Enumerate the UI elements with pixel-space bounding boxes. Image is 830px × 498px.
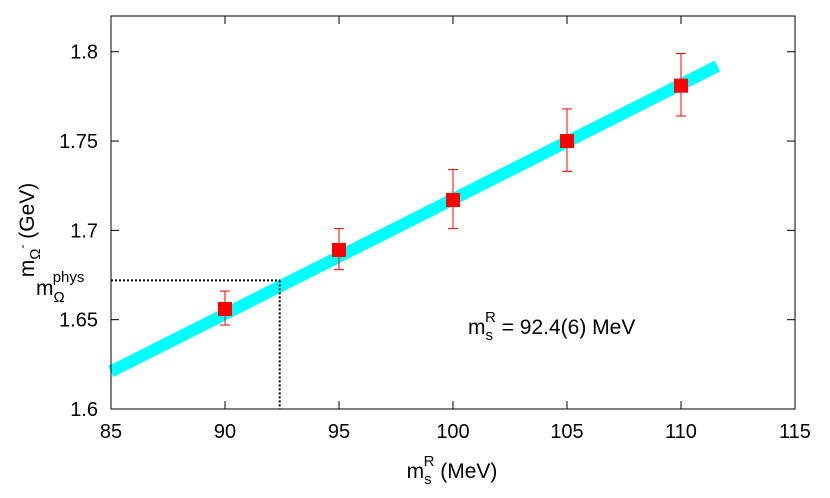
- data-point: [560, 134, 574, 149]
- data-point: [674, 78, 688, 93]
- y-tick-label: 1.65: [59, 310, 98, 332]
- data-point: [332, 243, 346, 258]
- x-tick-label: 110: [665, 421, 697, 443]
- data-point: [446, 192, 460, 207]
- data-point: [218, 301, 232, 316]
- x-tick-label: 105: [550, 421, 583, 443]
- y-axis-label: mΩ- (GeV): [15, 183, 44, 278]
- y-tick-label: 1.75: [59, 131, 98, 153]
- y-tick-label: 1.7: [70, 220, 98, 242]
- x-tick-label: 95: [328, 421, 350, 443]
- phys-mass-label: mΩphys: [36, 269, 84, 306]
- fit-band: [108, 60, 721, 377]
- result-annotation: msR = 92.4(6) MeV: [468, 309, 635, 344]
- x-tick-label: 100: [436, 421, 469, 443]
- y-tick-label: 1.6: [70, 399, 98, 421]
- x-tick-label: 85: [100, 421, 122, 443]
- x-tick-label: 90: [214, 421, 236, 443]
- x-axis-label: msR (MeV): [407, 453, 498, 488]
- y-tick-label: 1.8: [70, 42, 98, 64]
- x-tick-label: 115: [779, 421, 811, 443]
